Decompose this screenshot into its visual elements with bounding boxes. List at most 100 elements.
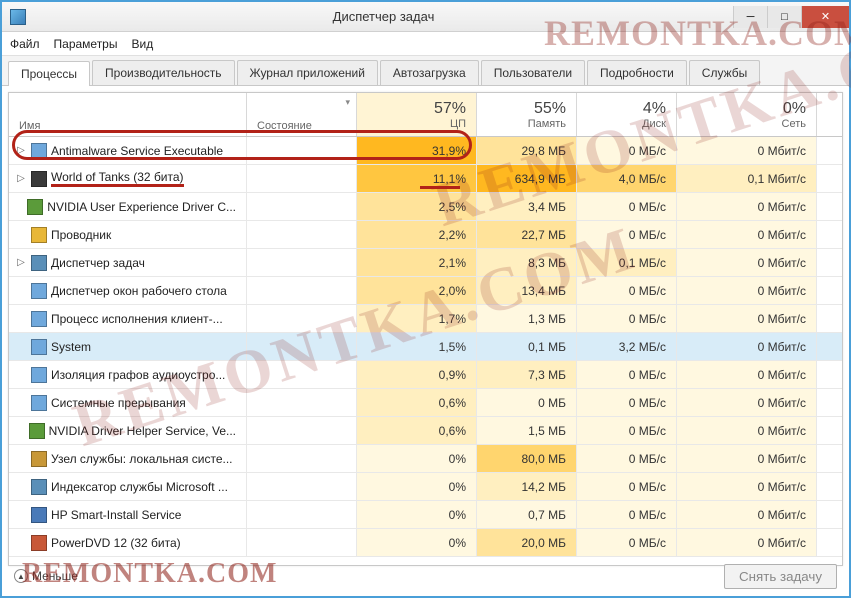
minimize-button[interactable]: ─	[733, 6, 767, 28]
close-button[interactable]: ✕	[801, 6, 849, 28]
memory-cell: 3,4 МБ	[477, 193, 577, 220]
disk-cell: 0 МБ/с	[577, 193, 677, 220]
process-icon	[31, 535, 47, 551]
process-name-cell[interactable]: System	[9, 333, 247, 360]
process-name: NVIDIA User Experience Driver C...	[47, 200, 236, 214]
table-row[interactable]: Диспетчер окон рабочего стола2,0%13,4 МБ…	[9, 277, 842, 305]
process-icon	[31, 451, 47, 467]
table-row[interactable]: Индексатор службы Microsoft ...0%14,2 МБ…	[9, 473, 842, 501]
tab-startup[interactable]: Автозагрузка	[380, 60, 479, 85]
table-row[interactable]: Процесс исполнения клиент-...1,7%1,3 МБ0…	[9, 305, 842, 333]
table-row[interactable]: System1,5%0,1 МБ3,2 МБ/с0 Мбит/с	[9, 333, 842, 361]
network-cell: 0 Мбит/с	[677, 501, 817, 528]
table-row[interactable]: Проводник2,2%22,7 МБ0 МБ/с0 Мбит/с	[9, 221, 842, 249]
table-row[interactable]: PowerDVD 12 (32 бита)0%20,0 МБ0 МБ/с0 Мб…	[9, 529, 842, 557]
table-row[interactable]: ▷World of Tanks (32 бита)11,1%634,9 МБ4,…	[9, 165, 842, 193]
col-memory[interactable]: 55% Память	[477, 93, 577, 136]
memory-cell: 22,7 МБ	[477, 221, 577, 248]
state-cell	[247, 249, 357, 276]
state-cell	[247, 361, 357, 388]
chevron-up-icon: ▲	[14, 569, 28, 583]
maximize-button[interactable]: □	[767, 6, 801, 28]
state-cell	[247, 445, 357, 472]
process-name: World of Tanks (32 бита)	[51, 170, 184, 187]
table-row[interactable]: ▷Antimalware Service Executable31,9%29,8…	[9, 137, 842, 165]
col-network[interactable]: 0% Сеть	[677, 93, 817, 136]
disk-cell: 0 МБ/с	[577, 445, 677, 472]
process-name-cell[interactable]: Системные прерывания	[9, 389, 247, 416]
cpu-cell: 0%	[357, 445, 477, 472]
tab-app-history[interactable]: Журнал приложений	[237, 60, 378, 85]
menu-options[interactable]: Параметры	[54, 37, 118, 51]
table-row[interactable]: HP Smart-Install Service0%0,7 МБ0 МБ/с0 …	[9, 501, 842, 529]
table-row[interactable]: Системные прерывания0,6%0 МБ0 МБ/с0 Мбит…	[9, 389, 842, 417]
tab-performance[interactable]: Производительность	[92, 60, 234, 85]
state-cell	[247, 137, 357, 164]
network-cell: 0 Мбит/с	[677, 221, 817, 248]
col-cpu[interactable]: 57% ЦП	[357, 93, 477, 136]
expander-icon[interactable]: ▷	[15, 257, 27, 268]
cpu-cell: 0%	[357, 473, 477, 500]
state-cell	[247, 417, 357, 444]
process-name-cell[interactable]: Процесс исполнения клиент-...	[9, 305, 247, 332]
process-name: Узел службы: локальная систе...	[51, 452, 233, 466]
memory-cell: 20,0 МБ	[477, 529, 577, 556]
state-cell	[247, 529, 357, 556]
col-name[interactable]: Имя	[9, 93, 247, 136]
process-name: System	[51, 340, 91, 354]
process-icon	[31, 143, 47, 159]
expander-icon[interactable]: ▷	[15, 173, 27, 184]
state-cell	[247, 277, 357, 304]
table-row[interactable]: NVIDIA Driver Helper Service, Ve...0,6%1…	[9, 417, 842, 445]
process-name-cell[interactable]: Узел службы: локальная систе...	[9, 445, 247, 472]
process-icon	[31, 479, 47, 495]
process-name-cell[interactable]: Проводник	[9, 221, 247, 248]
process-name-cell[interactable]: NVIDIA User Experience Driver C...	[9, 193, 247, 220]
col-disk[interactable]: 4% Диск	[577, 93, 677, 136]
process-table[interactable]: Имя Состояние 57% ЦП 55% Память 4% Диск …	[8, 92, 843, 566]
table-row[interactable]: ▷Диспетчер задач2,1%8,3 МБ0,1 МБ/с0 Мбит…	[9, 249, 842, 277]
cpu-cell: 1,5%	[357, 333, 477, 360]
table-row[interactable]: Изоляция графов аудиоустро...0,9%7,3 МБ0…	[9, 361, 842, 389]
process-name-cell[interactable]: Диспетчер окон рабочего стола	[9, 277, 247, 304]
disk-cell: 0,1 МБ/с	[577, 249, 677, 276]
process-name: Системные прерывания	[51, 396, 186, 410]
col-state[interactable]: Состояние	[247, 93, 357, 136]
process-icon	[31, 339, 47, 355]
state-cell	[247, 473, 357, 500]
process-icon	[31, 367, 47, 383]
process-name: Antimalware Service Executable	[51, 144, 223, 158]
process-name-cell[interactable]: Индексатор службы Microsoft ...	[9, 473, 247, 500]
cpu-cell: 31,9%	[357, 137, 477, 164]
end-task-button[interactable]: Снять задачу	[724, 564, 837, 589]
process-name-cell[interactable]: Изоляция графов аудиоустро...	[9, 361, 247, 388]
memory-cell: 8,3 МБ	[477, 249, 577, 276]
cpu-cell: 2,1%	[357, 249, 477, 276]
menu-view[interactable]: Вид	[131, 37, 153, 51]
less-details-link[interactable]: ▲ Меньше	[14, 569, 78, 583]
network-cell: 0 Мбит/с	[677, 193, 817, 220]
menubar: Файл Параметры Вид	[2, 32, 849, 56]
table-row[interactable]: NVIDIA User Experience Driver C...2,5%3,…	[9, 193, 842, 221]
process-name-cell[interactable]: NVIDIA Driver Helper Service, Ve...	[9, 417, 247, 444]
state-cell	[247, 389, 357, 416]
state-cell	[247, 165, 357, 192]
process-name-cell[interactable]: ▷Диспетчер задач	[9, 249, 247, 276]
expander-icon[interactable]: ▷	[15, 145, 27, 156]
state-cell	[247, 333, 357, 360]
tab-services[interactable]: Службы	[689, 60, 760, 85]
process-icon	[31, 255, 47, 271]
tab-users[interactable]: Пользователи	[481, 60, 585, 85]
table-row[interactable]: Узел службы: локальная систе...0%80,0 МБ…	[9, 445, 842, 473]
process-name-cell[interactable]: HP Smart-Install Service	[9, 501, 247, 528]
process-name-cell[interactable]: PowerDVD 12 (32 бита)	[9, 529, 247, 556]
disk-cell: 3,2 МБ/с	[577, 333, 677, 360]
tab-details[interactable]: Подробности	[587, 60, 687, 85]
process-name-cell[interactable]: ▷ Antimalware Service Executable	[9, 137, 247, 164]
tab-processes[interactable]: Процессы	[8, 61, 90, 86]
menu-file[interactable]: Файл	[10, 37, 40, 51]
memory-cell: 0,7 МБ	[477, 501, 577, 528]
memory-cell: 0 МБ	[477, 389, 577, 416]
process-name-cell[interactable]: ▷ World of Tanks (32 бита)	[9, 165, 247, 192]
network-cell: 0 Мбит/с	[677, 417, 817, 444]
